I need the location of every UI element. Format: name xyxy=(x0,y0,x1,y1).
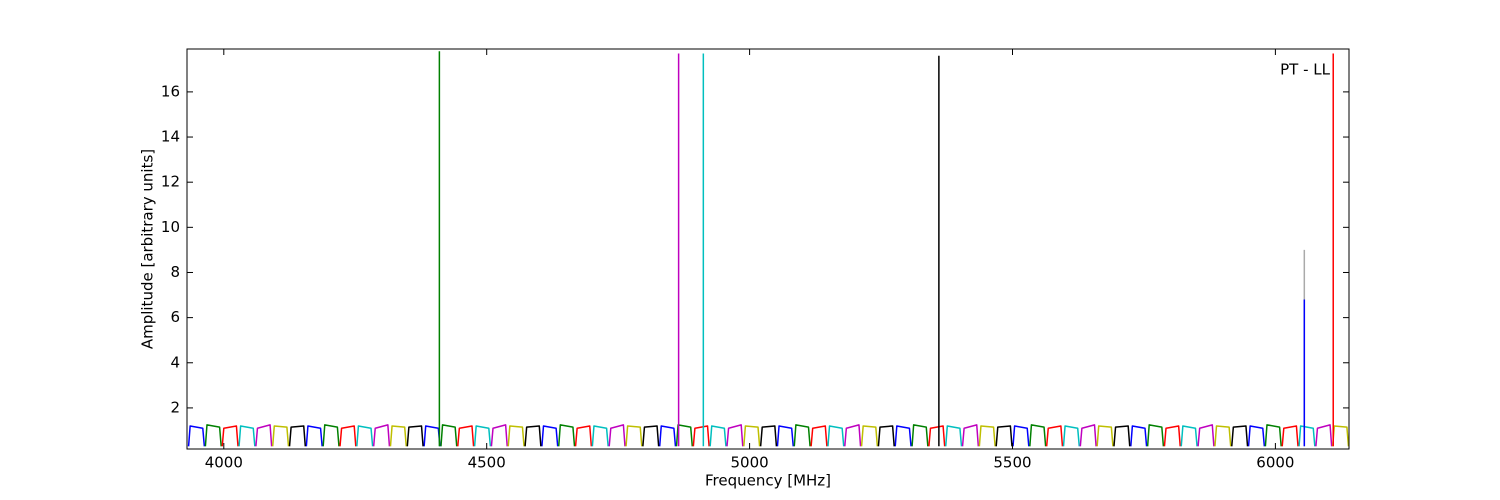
x-tick-label: 5000 xyxy=(731,454,769,472)
y-tick-label: 2 xyxy=(170,398,180,416)
x-tick-label: 5500 xyxy=(993,454,1031,472)
y-axis-label: Amplitude [arbitrary units] xyxy=(139,149,157,349)
annotation: PT - LL xyxy=(1280,61,1331,79)
y-tick-label: 10 xyxy=(161,218,180,236)
y-tick-label: 4 xyxy=(170,353,180,371)
spectrum-line xyxy=(187,425,1266,447)
spectrum-line xyxy=(255,424,1333,447)
y-tick-label: 16 xyxy=(161,82,180,100)
plot-frame xyxy=(186,48,1350,450)
x-tick-label: 6000 xyxy=(1256,454,1294,472)
y-tick-label: 12 xyxy=(161,173,180,191)
spectrum-line xyxy=(288,425,1249,447)
spectrum-line xyxy=(221,425,1299,447)
x-tick-label: 4000 xyxy=(205,454,243,472)
y-tick-label: 8 xyxy=(170,263,180,281)
spectrum-line xyxy=(204,424,1282,447)
y-tick-label: 6 xyxy=(170,308,180,326)
x-axis-label: Frequency [MHz] xyxy=(705,472,831,490)
x-tick-label: 4500 xyxy=(468,454,506,472)
spectrum-line xyxy=(238,425,1316,447)
y-tick-label: 14 xyxy=(161,128,180,146)
spectrum-line xyxy=(271,425,1350,447)
